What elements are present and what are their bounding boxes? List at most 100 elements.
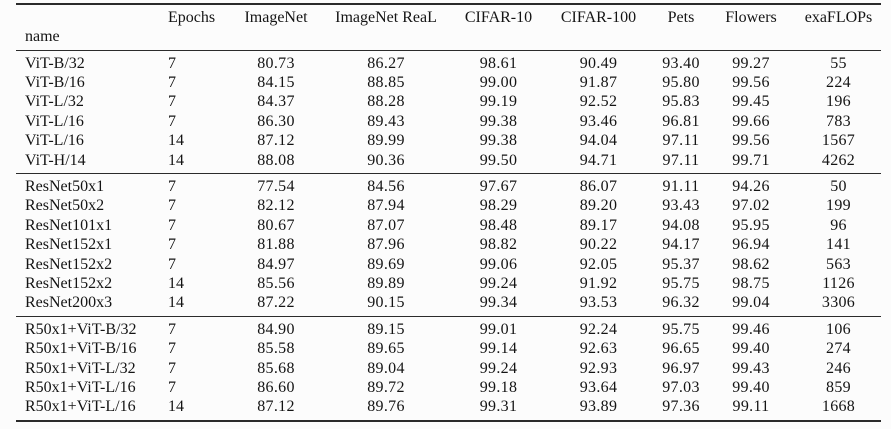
table-row: R50x1+ViT-B/32 7 84.90 89.15 99.01 92.24 95.75… xyxy=(16,316,881,339)
value-cell: 84.90 xyxy=(257,320,295,338)
value-cell: 97.11 xyxy=(662,151,700,169)
value-cell: 80.67 xyxy=(257,216,295,234)
value-cell: 246 xyxy=(826,359,851,377)
value-cell: 95.95 xyxy=(732,216,770,234)
model-name-cell: ViT-B/32 xyxy=(25,54,85,72)
table-row: R50x1+ViT-L/32 7 85.68 89.04 99.24 92.93 96.97… xyxy=(16,359,881,378)
value-cell: 3306 xyxy=(821,294,856,312)
model-name-cell: R50x1+ViT-L/16 xyxy=(25,379,136,396)
value-cell: 89.43 xyxy=(367,112,405,130)
value-cell: 7 xyxy=(168,93,176,111)
model-name-cell: ResNet50x1 xyxy=(25,177,105,195)
value-cell: 97.36 xyxy=(662,398,700,416)
value-cell: 98.82 xyxy=(479,236,518,254)
value-cell: 7 xyxy=(168,320,176,338)
value-cell: 85.68 xyxy=(257,359,295,377)
column-header-exaflops: exaFLOPs xyxy=(804,9,873,26)
value-cell: 89.72 xyxy=(367,379,405,396)
value-cell: 7 xyxy=(168,177,176,195)
value-cell: 87.94 xyxy=(367,197,405,215)
value-cell: 196 xyxy=(826,93,851,111)
value-cell: 98.61 xyxy=(479,54,518,72)
value-cell: 89.15 xyxy=(367,320,405,338)
value-cell: 14 xyxy=(168,274,184,292)
table-row: R50x1+ViT-L/16 14 87.12 89.76 99.31 93.89 97.3… xyxy=(16,397,881,420)
table-row: ResNet152x1 7 81.88 87.96 98.82 90.22 94.17 96.… xyxy=(16,235,881,254)
model-name-cell: ViT-L/16 xyxy=(25,112,84,130)
model-name-cell: ViT-L/16 xyxy=(25,132,84,150)
value-cell: 783 xyxy=(826,112,851,130)
value-cell: 224 xyxy=(826,73,851,91)
value-cell: 7 xyxy=(168,112,176,130)
table-row: ViT-L/16 14 87.12 89.99 99.38 94.04 97.11 99.56… xyxy=(16,131,881,150)
value-cell: 14 xyxy=(168,132,184,150)
value-cell: 99.14 xyxy=(479,340,518,358)
value-cell: 90.15 xyxy=(367,294,405,312)
model-name-cell: ResNet152x1 xyxy=(25,236,113,254)
value-cell: 96.65 xyxy=(662,340,700,358)
value-cell: 99.38 xyxy=(479,112,518,130)
value-cell: 84.37 xyxy=(257,93,295,111)
table-row: R50x1+ViT-L/16 7 86.60 89.72 99.18 93.64 97.03… xyxy=(16,378,881,397)
value-cell: 89.99 xyxy=(367,132,405,150)
value-cell: 95.75 xyxy=(662,320,700,338)
value-cell: 99.34 xyxy=(479,294,518,312)
model-name-cell: ResNet152x2 xyxy=(25,274,113,292)
model-name-cell: ResNet101x1 xyxy=(25,216,113,234)
value-cell: 14 xyxy=(168,151,184,169)
value-cell: 84.97 xyxy=(257,255,295,273)
value-cell: 94.26 xyxy=(732,177,770,195)
value-cell: 7 xyxy=(168,54,176,72)
value-cell: 92.52 xyxy=(579,93,618,111)
table-row: ResNet200x3 14 87.22 90.15 99.34 93.53 96.32 99… xyxy=(16,293,881,316)
value-cell: 97.11 xyxy=(662,132,700,150)
value-cell: 1668 xyxy=(821,398,856,416)
value-cell: 94.08 xyxy=(662,216,700,234)
resnet-models-group: ResNet50x1 7 77.54 84.56 97.67 86.07 91.11 94.2… xyxy=(16,173,881,316)
value-cell: 96.81 xyxy=(662,112,700,130)
value-cell: 96.97 xyxy=(662,359,700,377)
value-cell: 93.53 xyxy=(579,294,618,312)
value-cell: 99.66 xyxy=(732,112,770,130)
value-cell: 7 xyxy=(168,216,176,234)
value-cell: 88.08 xyxy=(257,151,295,169)
value-cell: 99.46 xyxy=(732,320,770,338)
value-cell: 89.20 xyxy=(579,197,618,215)
value-cell: 86.07 xyxy=(579,177,618,195)
value-cell: 93.64 xyxy=(579,379,618,396)
value-cell: 99.56 xyxy=(732,73,770,91)
model-name-cell: ViT-B/16 xyxy=(25,73,85,91)
value-cell: 97.03 xyxy=(662,379,700,396)
value-cell: 98.62 xyxy=(732,255,770,273)
value-cell: 99.71 xyxy=(732,151,770,169)
column-header-cifar10: CIFAR-10 xyxy=(464,9,533,26)
value-cell: 93.89 xyxy=(579,398,618,416)
value-cell: 86.30 xyxy=(257,112,295,130)
vit-models-group: ViT-B/32 7 80.73 86.27 98.61 90.49 93.40 99.27 5… xyxy=(16,50,881,173)
value-cell: 87.12 xyxy=(257,398,295,416)
table-row: ResNet101x1 7 80.67 87.07 98.48 89.17 94.08 95.… xyxy=(16,216,881,235)
value-cell: 199 xyxy=(826,197,851,215)
value-cell: 99.06 xyxy=(479,255,518,273)
model-name-cell: ResNet200x3 xyxy=(25,294,113,312)
value-cell: 85.56 xyxy=(257,274,295,292)
table-row: ViT-L/16 7 86.30 89.43 99.38 93.46 96.81 99.66 7… xyxy=(16,112,881,131)
value-cell: 99.43 xyxy=(732,359,770,377)
value-cell: 99.45 xyxy=(732,93,770,111)
table-row: ViT-L/32 7 84.37 88.28 99.19 92.52 95.83 99.45 1… xyxy=(16,92,881,111)
value-cell: 89.69 xyxy=(367,255,405,273)
value-cell: 95.75 xyxy=(662,274,700,292)
value-cell: 90.22 xyxy=(579,236,618,254)
value-cell: 90.49 xyxy=(579,54,618,72)
value-cell: 99.04 xyxy=(732,294,770,312)
value-cell: 98.75 xyxy=(732,274,770,292)
value-cell: 98.48 xyxy=(479,216,518,234)
model-name-cell: R50x1+ViT-L/16 xyxy=(25,398,136,416)
column-header-epochs: Epochs xyxy=(168,9,216,26)
value-cell: 96 xyxy=(830,216,847,234)
value-cell: 1126 xyxy=(822,274,855,292)
value-cell: 96.32 xyxy=(662,294,700,312)
value-cell: 14 xyxy=(168,398,184,416)
value-cell: 88.28 xyxy=(367,93,405,111)
